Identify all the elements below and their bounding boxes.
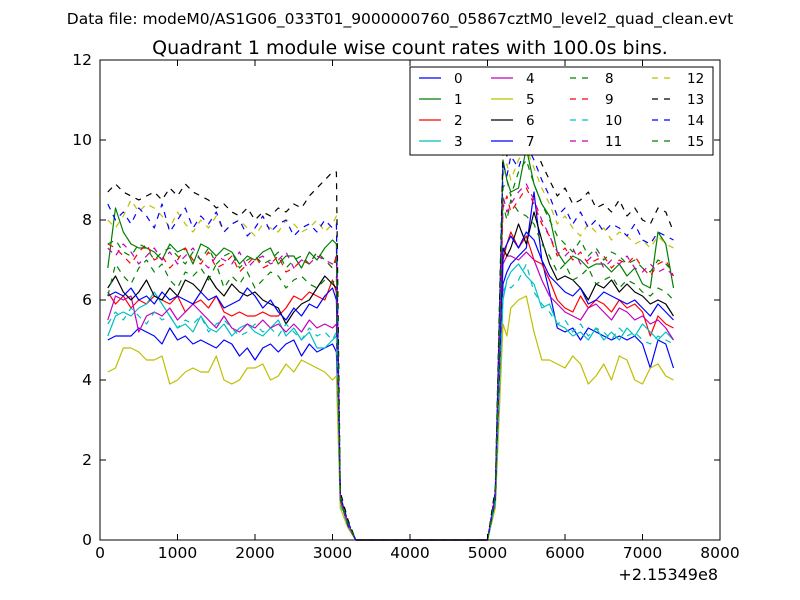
- legend-label-9: 9: [605, 92, 614, 108]
- legend-label-15: 15: [687, 134, 704, 150]
- x-tick-label: 8000: [700, 544, 739, 562]
- y-tick-label: 0: [82, 531, 92, 549]
- axis-ticks: [99, 59, 721, 541]
- legend-label-4: 4: [526, 71, 535, 87]
- legend-label-8: 8: [605, 71, 614, 87]
- y-tick-labels: 0 2 4 6 8 10 12: [72, 51, 92, 549]
- figure-suptitle: Data file: modeM0/AS1G06_033T01_90000007…: [67, 10, 733, 29]
- x-offset-label: +2.15349e8: [618, 565, 718, 584]
- legend-label-12: 12: [687, 71, 704, 87]
- legend-frame: [409, 66, 714, 156]
- series-line-13: [107, 123, 675, 541]
- x-tick-label: 2000: [235, 544, 274, 562]
- chart-title: Quadrant 1 module wise count rates with …: [152, 37, 668, 59]
- legend-label-11: 11: [605, 134, 622, 150]
- x-tick-labels: 0 1000 2000 3000 4000 5000 6000 7000 8000: [95, 544, 740, 562]
- legend-label-7: 7: [526, 134, 535, 150]
- y-tick-label: 8: [82, 211, 92, 229]
- x-tick-label: 0: [95, 544, 105, 562]
- y-tick-label: 6: [82, 291, 92, 309]
- legend-label-13: 13: [687, 92, 704, 108]
- legend-label-10: 10: [605, 113, 622, 129]
- y-tick-label: 12: [72, 51, 92, 69]
- x-tick-label: 5000: [468, 544, 507, 562]
- y-tick-label: 4: [82, 371, 92, 389]
- legend-label-14: 14: [687, 113, 704, 129]
- x-tick-label: 3000: [313, 544, 352, 562]
- y-tick-label: 2: [82, 451, 92, 469]
- x-tick-label: 6000: [545, 544, 584, 562]
- x-tick-label: 7000: [623, 544, 662, 562]
- x-tick-label: 1000: [158, 544, 197, 562]
- legend-label-0: 0: [454, 71, 463, 87]
- legend-label-2: 2: [454, 113, 463, 129]
- legend-label-6: 6: [526, 113, 535, 129]
- y-tick-label: 10: [72, 131, 92, 149]
- x-tick-label: 4000: [390, 544, 429, 562]
- legend-label-3: 3: [454, 134, 463, 150]
- legend-label-5: 5: [526, 92, 535, 108]
- legend-label-1: 1: [454, 92, 463, 108]
